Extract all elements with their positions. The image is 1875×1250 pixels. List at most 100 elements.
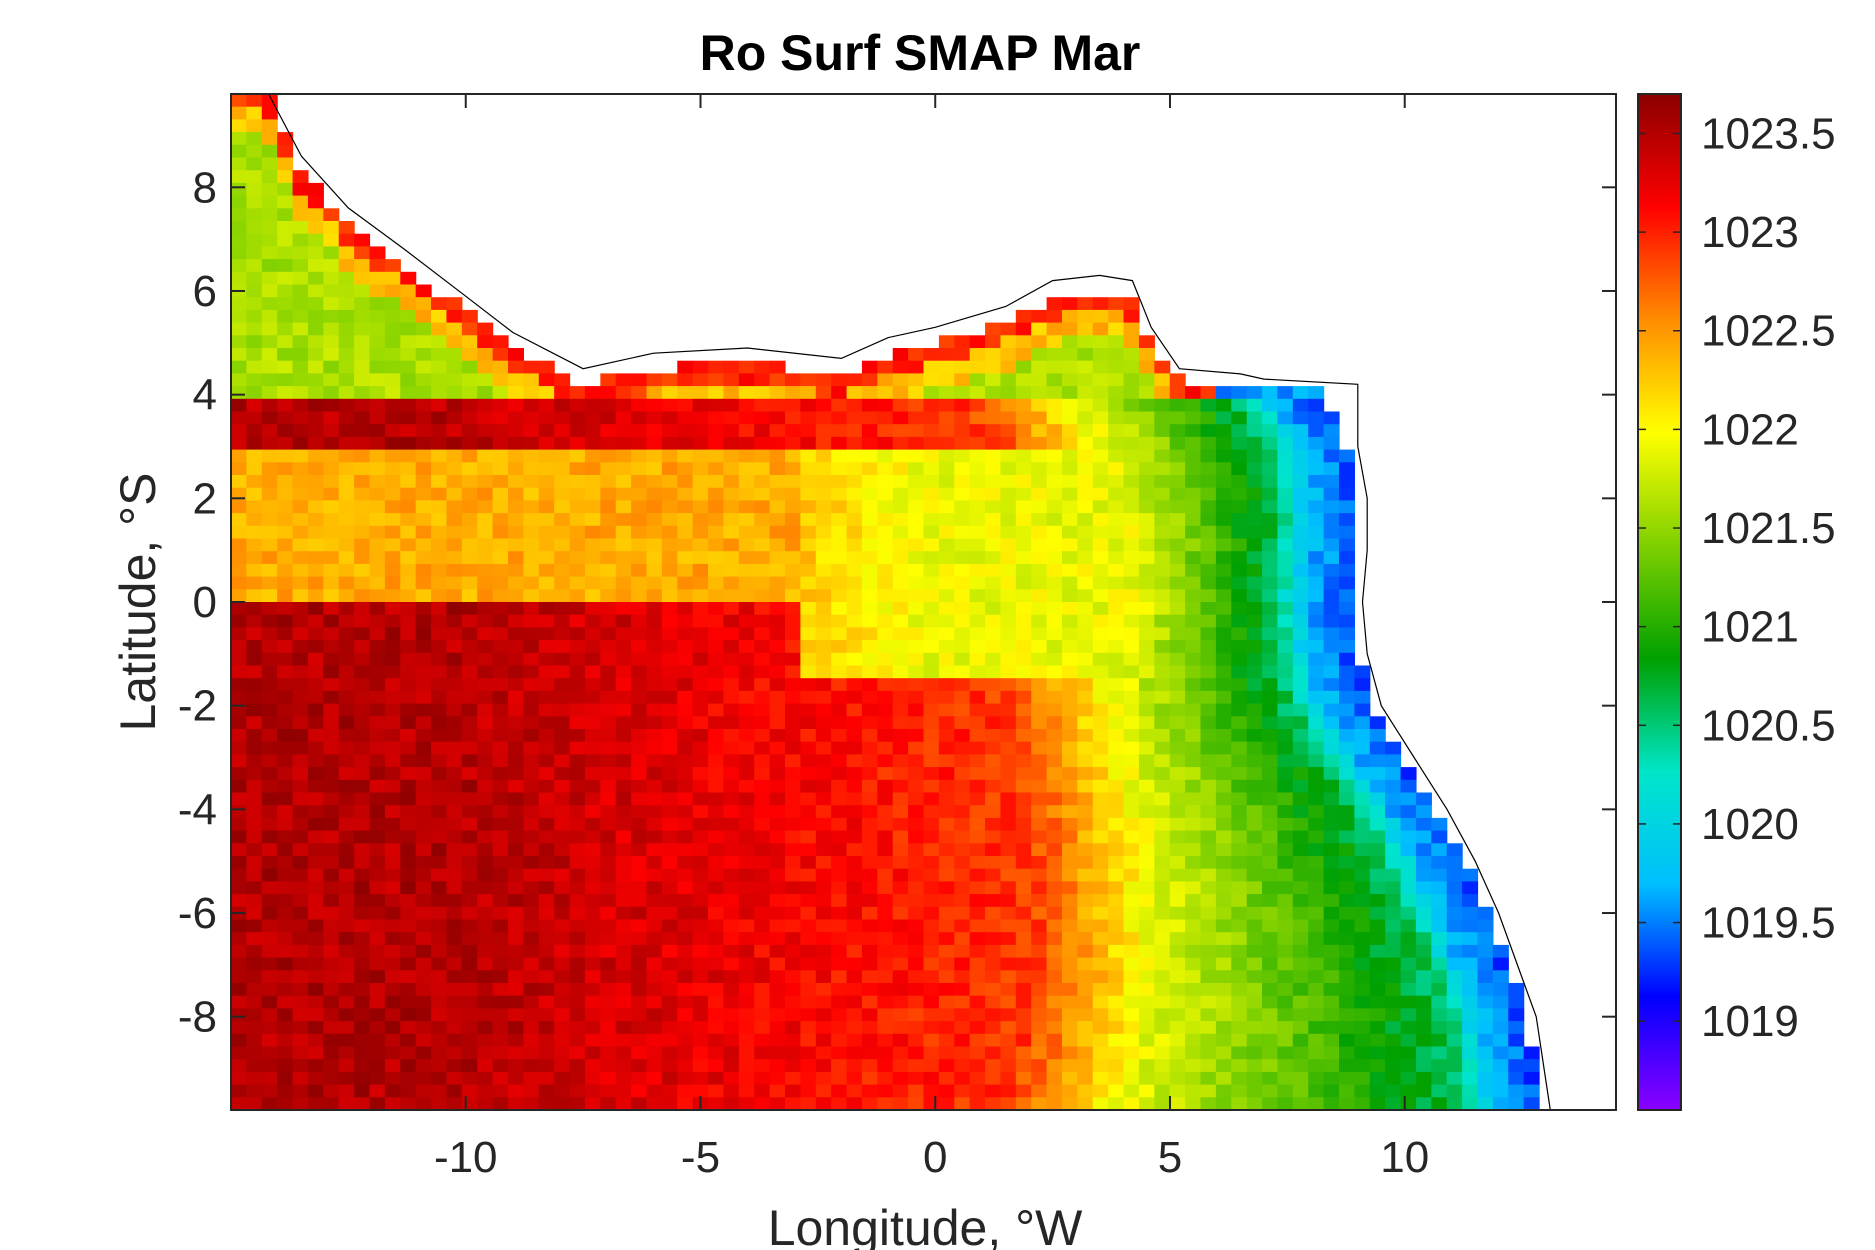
- heatmap-cell: [1138, 894, 1155, 908]
- heatmap-cell: [892, 475, 909, 489]
- heatmap-cell: [908, 449, 925, 463]
- heatmap-cell: [1138, 335, 1155, 349]
- heatmap-cell: [323, 894, 340, 908]
- heatmap-cell: [323, 678, 340, 692]
- heatmap-cell: [307, 259, 324, 273]
- heatmap-cell: [923, 690, 940, 705]
- heatmap-cell: [754, 690, 771, 705]
- heatmap-cell: [1231, 602, 1248, 616]
- heatmap-cell: [631, 1021, 648, 1035]
- heatmap-cell: [338, 957, 355, 971]
- heatmap-cell: [584, 1059, 601, 1073]
- heatmap-cell: [1077, 754, 1094, 768]
- heatmap-cell: [292, 462, 309, 476]
- heatmap-cell: [661, 894, 678, 908]
- heatmap-cell: [1246, 462, 1263, 476]
- heatmap-cell: [1169, 957, 1186, 971]
- heatmap-cell: [369, 767, 386, 781]
- heatmap-cell: [1077, 652, 1094, 667]
- heatmap-cell: [1323, 843, 1340, 857]
- heatmap-cell: [631, 830, 648, 844]
- heatmap-cell: [1308, 754, 1325, 768]
- heatmap-cell: [1108, 690, 1125, 705]
- heatmap-cell: [1077, 348, 1094, 362]
- heatmap-cell: [677, 1021, 694, 1035]
- heatmap-cell: [985, 906, 1002, 921]
- heatmap-cell: [938, 1008, 955, 1022]
- heatmap-cell: [292, 843, 309, 857]
- heatmap-cell: [415, 627, 432, 641]
- heatmap-cell: [492, 1021, 509, 1035]
- heatmap-cell: [1200, 525, 1217, 540]
- heatmap-cell: [1308, 983, 1325, 997]
- heatmap-cell: [461, 792, 478, 806]
- heatmap-cell: [1200, 424, 1217, 438]
- heatmap-cell: [1200, 1033, 1217, 1048]
- heatmap-cell: [1062, 932, 1078, 946]
- heatmap-cell: [646, 640, 663, 654]
- heatmap-cell: [1215, 1084, 1232, 1098]
- heatmap-cell: [1108, 1046, 1125, 1060]
- heatmap-cell: [1277, 792, 1294, 806]
- heatmap-cell: [1123, 703, 1140, 717]
- heatmap-cell: [631, 729, 648, 743]
- heatmap-cell: [754, 919, 771, 933]
- heatmap-cell: [769, 970, 786, 984]
- heatmap-cell: [692, 411, 709, 425]
- heatmap-cell: [1015, 386, 1032, 400]
- heatmap-cell: [754, 589, 771, 603]
- heatmap-cell: [354, 259, 371, 273]
- heatmap-cell: [1031, 970, 1048, 984]
- heatmap-cell: [1369, 894, 1386, 908]
- heatmap-cell: [231, 1033, 247, 1048]
- heatmap-cell: [369, 703, 386, 717]
- heatmap-cell: [1046, 856, 1063, 870]
- heatmap-cell: [246, 894, 263, 908]
- heatmap-cell: [231, 208, 247, 222]
- heatmap-cell: [1323, 449, 1340, 463]
- heatmap-cell: [1215, 449, 1232, 463]
- heatmap-cell: [846, 652, 863, 667]
- heatmap-cell: [461, 995, 478, 1009]
- heatmap-cell: [307, 1097, 324, 1111]
- heatmap-cell: [846, 944, 863, 959]
- heatmap-cell: [307, 182, 324, 197]
- heatmap-cell: [631, 906, 648, 921]
- heatmap-cell: [615, 614, 632, 628]
- heatmap-cell: [954, 919, 971, 933]
- heatmap-cell: [646, 424, 663, 438]
- heatmap-cell: [231, 538, 247, 552]
- heatmap-cell: [292, 335, 309, 349]
- heatmap-cell: [477, 360, 494, 374]
- heatmap-cell: [400, 1097, 417, 1111]
- heatmap-cell: [384, 360, 401, 374]
- heatmap-cell: [261, 792, 278, 806]
- heatmap-cell: [1154, 1059, 1171, 1073]
- heatmap-cell: [677, 551, 694, 565]
- heatmap-cell: [938, 1059, 955, 1073]
- heatmap-cell: [1185, 602, 1202, 616]
- heatmap-cell: [538, 386, 555, 400]
- heatmap-cell: [1323, 678, 1340, 692]
- heatmap-cell: [923, 1033, 940, 1048]
- heatmap-cell: [785, 1033, 801, 1048]
- heatmap-cell: [446, 386, 463, 400]
- heatmap-cell: [815, 741, 832, 755]
- heatmap-cell: [1077, 614, 1094, 628]
- heatmap-cell: [446, 1046, 463, 1060]
- heatmap-cell: [261, 475, 278, 489]
- heatmap-cell: [277, 284, 294, 298]
- heatmap-cell: [1308, 386, 1325, 400]
- heatmap-cell: [508, 475, 524, 489]
- heatmap-cell: [985, 500, 1002, 514]
- heatmap-cell: [354, 284, 371, 298]
- heatmap-cell: [846, 868, 863, 882]
- heatmap-cell: [692, 792, 709, 806]
- heatmap-cell: [692, 868, 709, 882]
- heatmap-cell: [508, 792, 524, 806]
- heatmap-cell: [892, 970, 909, 984]
- heatmap-cell: [523, 525, 540, 540]
- heatmap-cell: [292, 538, 309, 552]
- heatmap-cell: [754, 767, 771, 781]
- heatmap-cell: [1446, 1059, 1463, 1073]
